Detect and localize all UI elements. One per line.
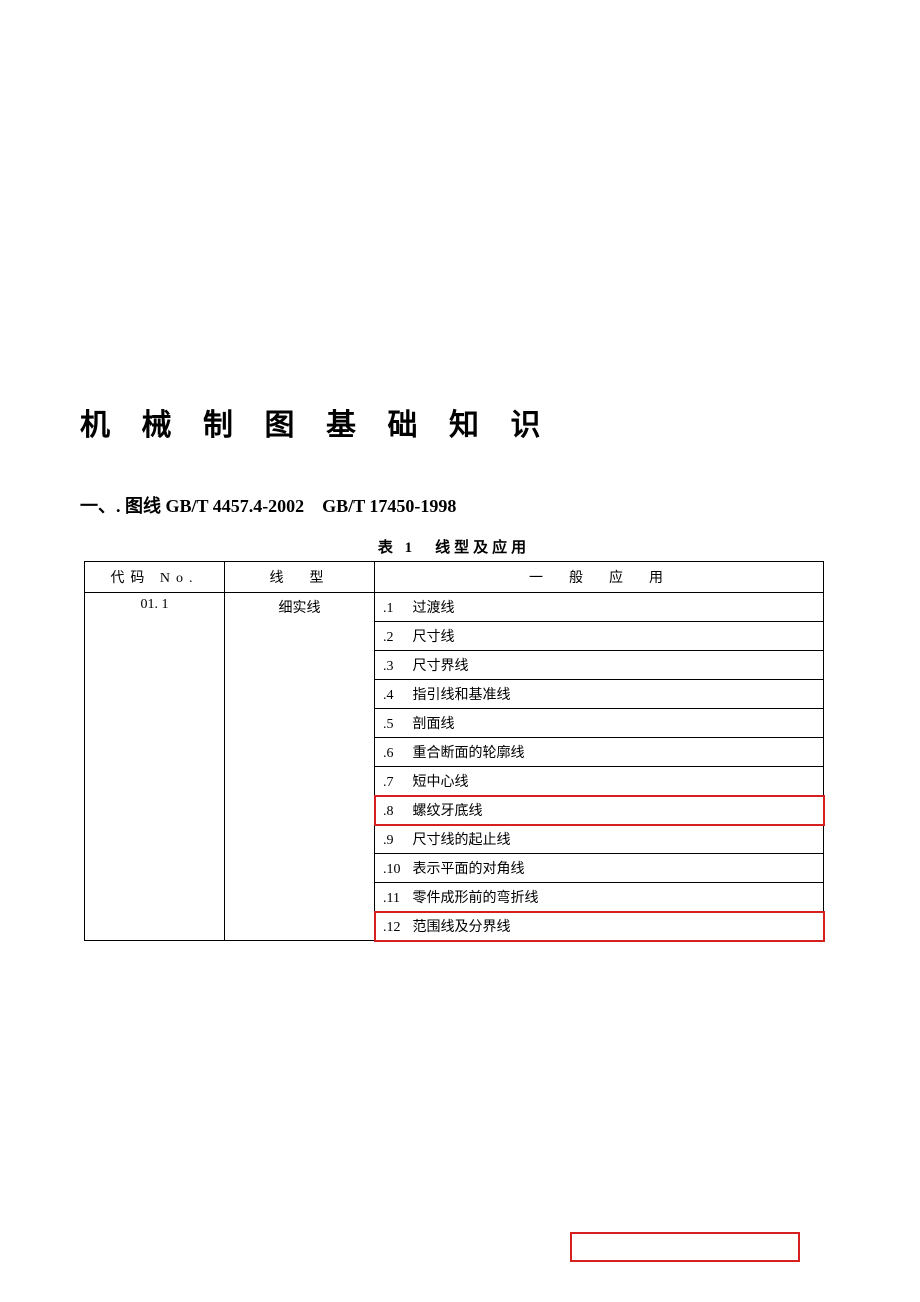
application-cell: .8 螺纹牙底线 bbox=[375, 796, 824, 825]
col-code: 代码 No. bbox=[85, 562, 225, 593]
col-type: 线 型 bbox=[225, 562, 375, 593]
application-index: .3 bbox=[383, 659, 409, 675]
application-index: .11 bbox=[383, 891, 409, 907]
application-label: 短中心线 bbox=[409, 775, 469, 790]
application-index: .4 bbox=[383, 688, 409, 704]
application-cell: .12 范围线及分界线 bbox=[375, 912, 824, 941]
table-row: 01. 1细实线.1 过渡线 bbox=[85, 593, 824, 622]
application-label: 重合断面的轮廓线 bbox=[409, 746, 525, 761]
application-cell: .5 剖面线 bbox=[375, 709, 824, 738]
section-standards: GB/T 4457.4-2002 GB/T 17450-1998 bbox=[166, 496, 457, 516]
application-label: 尺寸界线 bbox=[409, 659, 469, 674]
application-label: 螺纹牙底线 bbox=[409, 804, 483, 819]
application-index: .6 bbox=[383, 746, 409, 762]
application-cell: .7 短中心线 bbox=[375, 767, 824, 796]
application-cell: .1 过渡线 bbox=[375, 593, 824, 622]
application-index: .12 bbox=[383, 920, 409, 936]
application-cell: .9 尺寸线的起止线 bbox=[375, 825, 824, 854]
application-cell: .3 尺寸界线 bbox=[375, 651, 824, 680]
application-label: 尺寸线的起止线 bbox=[409, 833, 511, 848]
code-cell: 01. 1 bbox=[85, 593, 225, 941]
application-label: 过渡线 bbox=[409, 601, 455, 616]
line-type-table-wrap: 表 1 线型及应用 代码 No. 线 型 一 般 应 用 01. 1细实线.1 … bbox=[84, 530, 824, 941]
application-cell: .4 指引线和基准线 bbox=[375, 680, 824, 709]
line-type-table: 代码 No. 线 型 一 般 应 用 01. 1细实线.1 过渡线.2 尺寸线.… bbox=[84, 561, 824, 941]
application-cell: .2 尺寸线 bbox=[375, 622, 824, 651]
application-label: 表示平面的对角线 bbox=[409, 862, 525, 877]
annotation-box bbox=[570, 1232, 800, 1262]
application-cell: .11 零件成形前的弯折线 bbox=[375, 883, 824, 912]
application-index: .9 bbox=[383, 833, 409, 849]
table-header-row: 代码 No. 线 型 一 般 应 用 bbox=[85, 562, 824, 593]
application-index: .8 bbox=[383, 804, 409, 820]
application-label: 剖面线 bbox=[409, 717, 455, 732]
application-index: .7 bbox=[383, 775, 409, 791]
application-index: .10 bbox=[383, 862, 409, 878]
page-title: 机 械 制 图 基 础 知 识 bbox=[80, 400, 840, 444]
section-heading: 一、. 图线 GB/T 4457.4-2002 GB/T 17450-1998 bbox=[80, 492, 840, 518]
application-label: 尺寸线 bbox=[409, 630, 455, 645]
application-cell: .6 重合断面的轮廓线 bbox=[375, 738, 824, 767]
application-index: .2 bbox=[383, 630, 409, 646]
section-prefix: 一、. 图线 bbox=[80, 496, 161, 516]
table-body: 01. 1细实线.1 过渡线.2 尺寸线.3 尺寸界线.4 指引线和基准线.5 … bbox=[85, 593, 824, 941]
application-label: 零件成形前的弯折线 bbox=[409, 891, 539, 906]
application-cell: .10 表示平面的对角线 bbox=[375, 854, 824, 883]
type-cell: 细实线 bbox=[225, 593, 375, 941]
application-label: 指引线和基准线 bbox=[409, 688, 511, 703]
col-usage: 一 般 应 用 bbox=[375, 562, 824, 593]
application-index: .1 bbox=[383, 601, 409, 617]
application-label: 范围线及分界线 bbox=[409, 920, 511, 935]
table-caption: 表 1 线型及应用 bbox=[84, 530, 824, 561]
application-index: .5 bbox=[383, 717, 409, 733]
